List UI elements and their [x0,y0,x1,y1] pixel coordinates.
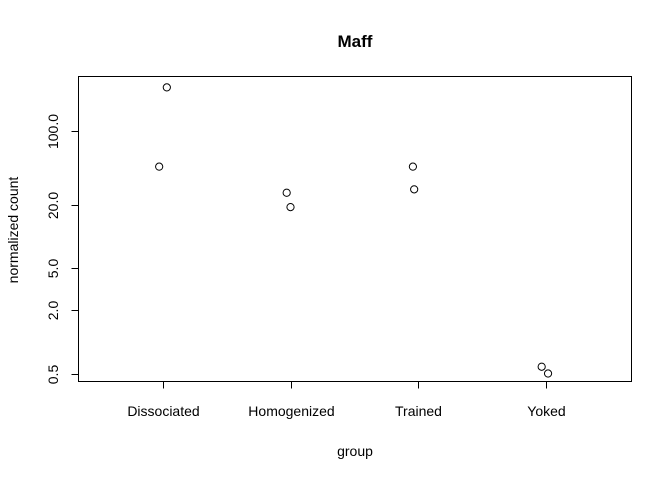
x-tick-label: Dissociated [127,403,199,419]
data-point [155,162,164,171]
y-tick-label: 5.0 [45,259,61,279]
data-point [410,185,419,194]
y-axis-label: normalized count [5,177,21,284]
chart-title: Maff [338,32,373,51]
data-point [282,188,291,197]
data-point [537,362,546,371]
y-axis: 0.5 2.0 5.0 20.0 100.0 [45,114,79,384]
y-tick-label: 100.0 [45,114,61,149]
data-point [162,83,171,92]
y-tick-label: 20.0 [45,192,61,219]
x-tick-label: Yoked [527,403,565,419]
y-tick-label: 0.5 [45,365,61,385]
y-tick-label: 2.0 [45,301,61,321]
data-points [155,83,553,378]
data-point [408,162,417,171]
data-point [286,203,295,212]
x-axis: Dissociated Homogenized Trained Yoked [127,381,566,419]
x-tick-label: Homogenized [248,403,334,419]
x-axis-label: group [337,443,373,459]
data-point [543,369,553,378]
plot-frame [78,76,632,382]
x-tick-label: Trained [395,403,442,419]
